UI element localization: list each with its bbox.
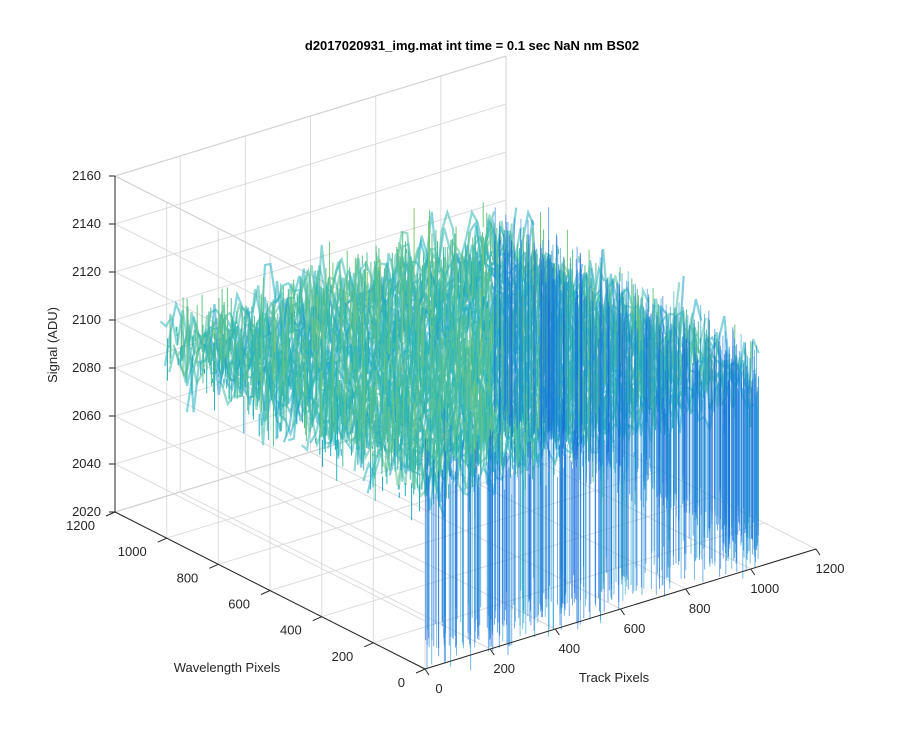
axes: [105, 175, 821, 676]
x-tick-label: 600: [624, 621, 646, 636]
grid-line: [114, 367, 426, 526]
y-tick-label: 1000: [118, 544, 147, 559]
z-tick-label: 2060: [72, 408, 101, 423]
x-tick-label: 0: [435, 681, 442, 696]
x-tick: [620, 608, 625, 616]
z-tick-label: 2100: [72, 312, 101, 327]
y-tick: [105, 511, 116, 517]
y-tick: [157, 537, 167, 543]
y-tick-label: 800: [177, 570, 199, 585]
x-axis-label: Track Pixels: [579, 670, 650, 685]
chart-title: d2017020931_img.mat int time = 0.1 sec N…: [305, 38, 639, 53]
x-tick: [815, 548, 821, 556]
y-tick-label: 400: [280, 623, 302, 638]
tick-labels: 0 200 400 600 800 1000 1200 0 200 400 600 800 1000 12…: [66, 168, 844, 696]
y-tick: [312, 616, 322, 622]
z-axis-label: Signal (ADU): [45, 307, 60, 383]
z-tick-label: 2040: [72, 456, 101, 471]
grid-line: [321, 496, 713, 618]
x-tick: [750, 568, 756, 576]
y-tick-label: 1200: [66, 518, 95, 533]
z-tick-label: 2120: [72, 264, 101, 279]
x-tick-label: 200: [493, 661, 515, 676]
grid-line: [114, 151, 507, 273]
z-tick-label: 2160: [72, 168, 101, 183]
grid-line: [114, 199, 507, 321]
x-tick: [424, 668, 430, 676]
y-tick-label: 200: [332, 649, 354, 664]
y-tick: [209, 563, 219, 569]
y-tick: [364, 642, 374, 648]
x-tick-label: 1200: [816, 561, 845, 576]
grid-line: [114, 103, 507, 225]
y-tick: [260, 590, 271, 595]
z-tick-label: 2080: [72, 360, 101, 375]
x-tick: [554, 628, 560, 636]
y-tick-label: 0: [398, 675, 405, 690]
y-tick: [415, 668, 426, 674]
x-tick: [685, 588, 691, 596]
x-tick: [489, 648, 495, 656]
z-tick-label: 2020: [72, 504, 101, 519]
y-axis-label: Wavelength Pixels: [174, 660, 281, 675]
z-tick-label: 2140: [72, 216, 101, 231]
x-tick-label: 1000: [750, 581, 779, 596]
y-tick-label: 600: [228, 597, 250, 612]
x-tick-label: 800: [689, 601, 711, 616]
box-edge: [114, 55, 507, 177]
data-surface: [159, 202, 760, 671]
x-tick-label: 400: [558, 641, 580, 656]
grid-line: [114, 415, 426, 574]
grid-line: [114, 463, 426, 622]
